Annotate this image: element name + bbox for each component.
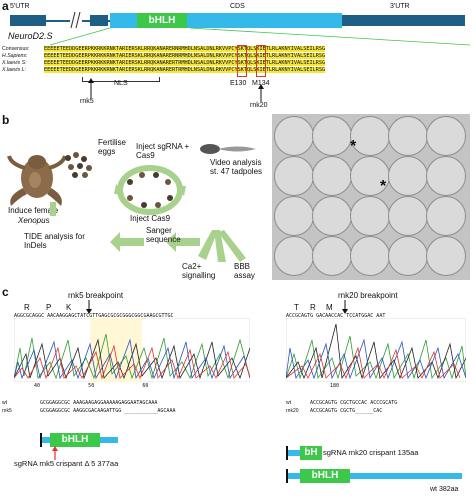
right-wt-seq: ACCGCAGTG CGCTGCCAC ACCCGCATG [310,400,398,406]
utr3-label: 3'UTR [390,3,410,10]
rnk5-seq-label: rnk5 [2,408,12,414]
rnk20-breakpoint-label: rnk20 breakpoint [338,291,398,300]
rnk5-label: rnk5 [80,98,94,105]
align-label-xlaevis-l: X.laevis L: [2,67,26,73]
rnk5-protein-tick [40,433,42,447]
m134-box [256,45,266,77]
rnk5-protein-bhlh: bHLH [50,433,100,447]
egg-cycle [114,165,186,215]
rnk5-crispant-caption: sgRNA rnk5 crispant Δ 5 377aa [14,459,119,468]
panel-b-letter: b [2,113,10,127]
utr3-box [342,15,465,26]
rnk20-protein-tick [286,446,288,460]
rnk20-chromatogram [286,318,466,382]
ca-label: Ca2+ signalling [182,262,216,280]
tide-label: TIDE analysis for InDels [24,232,85,250]
nls-label: NLS [114,80,128,87]
panel-c-letter: c [2,285,9,299]
residue-m: M [326,303,333,312]
inject-cas9-label: Inject Cas9 [130,214,171,223]
align-seq-consensus: EEEEETEEDDGEERPKKRKKRNKTARIERSKLRRQKANAR… [44,46,326,52]
rnk5-chromatogram [14,318,250,382]
rnk20-arrow [258,84,264,102]
align-seq-xlaevis-s: EEEEETEEDDGEERPKKRKKRNKTARIERSKLRRQKANAR… [44,60,326,66]
fertilise-label: Fertilise eggs [98,138,127,156]
left-wt-label: wt [2,400,7,406]
flow-arrows [50,202,246,262]
residue-t: T [294,303,299,312]
rnk5-ruler: 40 50 60 [34,383,149,389]
zoom-lines [49,27,471,46]
rnk5-chrom-seq: AGGCGCAGGC AACAAGGAGCTATCGTTGAGCGCGCGGGC… [14,313,174,319]
rnk20-chrom-seq: ACCGCAGTG GACAACCAC TCCATGGAC AAT [286,313,386,319]
rnk5-break-arrow [86,300,92,314]
eggs-cluster [65,152,92,178]
video-label: Video analysis st. 47 tadpoles [210,158,263,176]
wt-protein-bhlh: bHLH [300,469,350,483]
wt-protein-tick [286,469,288,483]
align-label-xlaevis-s: X.laevis S: [2,60,27,66]
residue-p: P [46,303,52,312]
gene-break-mark [70,11,82,29]
align-seq-xlaevis-l: EEEEETEEDDGEERPKKRKKRNKTARIERSKLRRQKANAR… [44,67,326,73]
rnk20-crispant-caption: sgRNA rnk20 crispant 135aa [323,448,419,457]
align-label-consensus: Consensus: [2,46,30,52]
rnk20-protein-bh: bH [300,446,322,460]
cds-label: CDS [230,3,245,10]
align-label-hsapiens: H.Sapiens: [2,53,28,59]
star-marker-1: * [350,138,357,155]
rnk5-crispant-arrow [52,446,58,460]
wt-protein-bar [286,473,462,479]
rnk20-label: rnk20 [250,102,268,109]
gene-name: NeuroD2.S [8,31,53,41]
frog-icon [7,155,67,206]
alignment-block: Consensus: EEEEETEEDDGEERPKKRKKRNKTARIERS… [2,46,472,78]
residue-r: R [24,303,30,312]
m134-label: M134 [252,80,270,87]
rnk20-ruler: 180 [330,383,340,389]
induce-label: Induce female [8,206,59,215]
rnk5-breakpoint-label: rnk5 breakpoint [68,291,124,300]
e130-box [237,45,247,77]
e130-label: E130 [230,80,247,87]
exon-left-box [90,15,108,26]
bbb-label: BBB assay [234,262,255,280]
right-wt-label: wt [286,400,291,406]
well-plate-photo: * * [272,114,470,280]
utr5-box [10,15,46,26]
align-seq-hsapiens: EEEEETEEDDGEERPKKRKKRNKTARIERSKLRRQKANAR… [44,53,326,59]
panel-a-letter: a [2,0,9,13]
left-wt-seq: GCGGAGGCGC AAAGAAGAGGAAAAAGAGGAATAGCAAA [40,400,158,406]
rnk20-seq-label: rnk20 [286,408,299,414]
inject-sgrna-label: Inject sgRNA + Cas9 [136,142,190,160]
tadpole-icon [200,144,256,154]
rnk5-arrow [88,78,94,98]
nls-bracket [82,77,160,82]
residue-r2: R [310,303,316,312]
xenopus-label: Xenopus [18,216,50,225]
rnk20-seq: ACCGCAGTG CGCTG______CAC [310,408,383,414]
bhlh-domain-box: bHLH [137,13,187,28]
star-marker-2: * [380,178,387,195]
sanger-label: Sanger sequence [146,226,181,244]
rnk20-break-arrow [342,300,348,314]
rnk5-seq: GCGGAGGCGC AAGGCGACAAGATTGG ___________A… [40,408,176,414]
utr5-label: 5'UTR [10,3,30,10]
wt-protein-caption: wt 382aa [430,486,459,493]
residue-k: K [66,303,72,312]
